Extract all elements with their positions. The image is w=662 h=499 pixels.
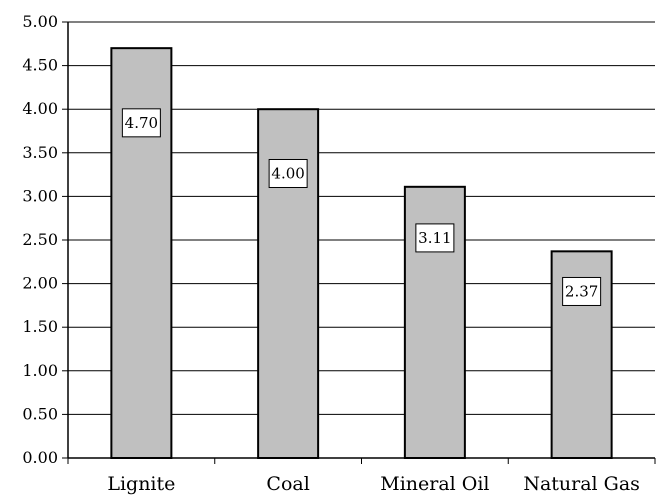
- y-tick-label: 4.00: [22, 99, 58, 118]
- data-label: 3.11: [418, 229, 451, 247]
- y-tick-label: 4.50: [22, 56, 58, 75]
- data-label: 2.37: [565, 282, 598, 300]
- y-tick-label: 3.00: [22, 186, 58, 205]
- category-label: Mineral Oil: [380, 473, 489, 495]
- data-label: 4.00: [271, 164, 304, 182]
- y-tick-label: 1.50: [22, 317, 58, 336]
- y-tick-label: 2.00: [22, 274, 58, 293]
- data-label: 4.70: [125, 114, 158, 132]
- axes: [62, 21, 656, 464]
- data-label-box: [268, 158, 308, 188]
- data-label-box: [121, 108, 161, 138]
- y-tick-label: 0.00: [22, 448, 58, 467]
- category-label: Lignite: [107, 473, 175, 495]
- y-tick-label: 3.50: [22, 143, 58, 162]
- y-tick-label: 0.50: [22, 404, 58, 423]
- y-tick-labels: 0.00 0.50 1.00 1.50 2.00 2.50 3.00 3.50 4.00 4.50…: [22, 12, 58, 467]
- y-tick-label: 2.50: [22, 230, 58, 249]
- y-tick-label: 5.00: [22, 12, 58, 31]
- category-label: Coal: [266, 473, 309, 495]
- data-labels: 4.70 4.00 3.11 2.37: [121, 108, 602, 306]
- data-label-box: [562, 276, 602, 306]
- category-labels: Lignite Coal Mineral Oil Natural Gas: [107, 473, 640, 495]
- category-label: Natural Gas: [523, 473, 640, 495]
- data-label-box: [415, 223, 455, 253]
- y-tick-label: 1.00: [22, 361, 58, 380]
